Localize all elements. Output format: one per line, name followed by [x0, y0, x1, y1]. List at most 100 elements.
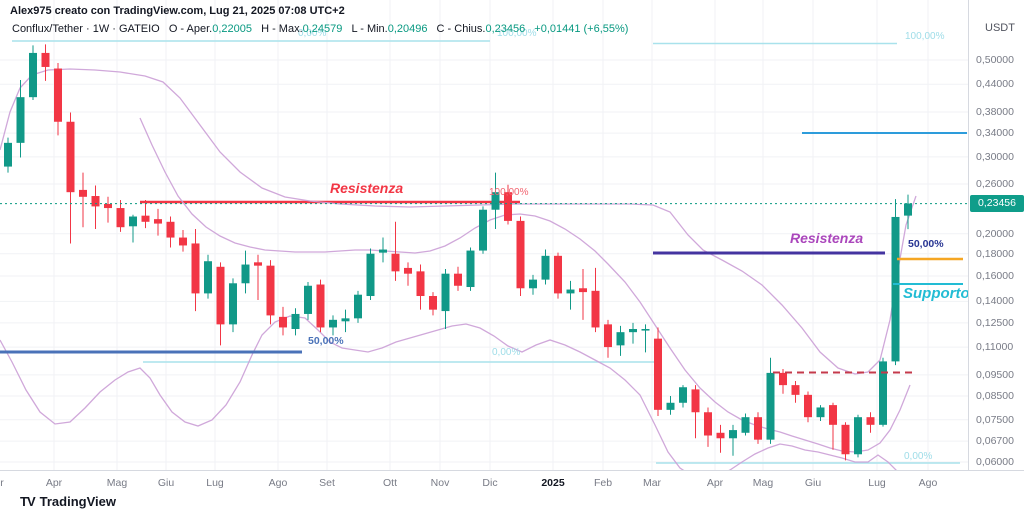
low-value: 0,20496 [387, 23, 428, 35]
candle-body [216, 266, 225, 325]
candle-body [41, 52, 50, 67]
time-tick: r [0, 477, 4, 489]
candle-body [716, 432, 725, 439]
symbol-name: Conflux/Tether [12, 23, 83, 35]
candle-body [866, 417, 875, 425]
open-label: O - Aper. [168, 23, 213, 35]
candle-body [454, 273, 462, 286]
time-tick: Mag [106, 477, 128, 489]
supporto-label: Supporto [903, 285, 970, 302]
time-tick: Ott [382, 477, 398, 489]
candle-body [229, 283, 237, 325]
candle-body [316, 284, 325, 328]
candle-body [666, 402, 675, 410]
candle-body [4, 142, 12, 167]
time-tick: Ago [268, 477, 288, 489]
symbol-meta: · 1W · GATEIO [86, 23, 160, 35]
currency-label: USDT [985, 22, 1015, 34]
candle-body [391, 253, 400, 272]
price-tick: 0,09500 [976, 368, 1014, 381]
price-axis[interactable]: USDT 0,23456 0,50000 0,44000 0,38000 0,3400… [968, 0, 1024, 470]
price-tick: 0,06700 [976, 435, 1014, 448]
candle-body [504, 192, 512, 221]
candle-body [204, 261, 212, 294]
candle-body [179, 237, 187, 246]
candle-body [679, 387, 687, 403]
bollinger-middle-band [139, 117, 911, 453]
candle-body [629, 329, 637, 333]
candle-body [879, 361, 887, 425]
candle-body [791, 385, 800, 395]
fib-label-100-red: 100,00% [489, 187, 529, 198]
fib-label-0-mid: 0,00% [492, 347, 521, 358]
candle-body [416, 271, 425, 297]
candle-body [291, 313, 300, 330]
candle-body [254, 262, 262, 266]
resistenza-purple-label: Resistenza [790, 230, 864, 246]
fib-label-50-navy: 50,00% [908, 238, 944, 250]
fib-label-100-top-right: 100,00% [905, 31, 945, 42]
time-tick: Lug [206, 477, 224, 489]
time-tick: Mag [752, 477, 774, 489]
candle-body [616, 332, 625, 346]
resistenza-red-label: Resistenza [330, 180, 404, 196]
fib-label-0-top: 0,00% [298, 28, 327, 39]
fib-label-100-top-left: 100,00% [497, 28, 537, 39]
candle-body [766, 372, 775, 440]
tradingview-logo[interactable]: TV TradingView [20, 494, 116, 509]
fib-label-50-blue: 50,00% [308, 335, 344, 347]
candle-body [641, 329, 650, 331]
high-value: 0,24579 [302, 23, 343, 35]
tradingview-logo-text: TradingView [39, 494, 116, 509]
candle-body [841, 424, 850, 455]
candle-body [516, 220, 525, 289]
time-tick: Lug [868, 477, 886, 489]
symbol-legend[interactable]: Conflux/Tether · 1W · GATEIO O - Aper. 0,… [12, 23, 628, 35]
candle-body [816, 407, 825, 418]
candle-body [529, 279, 537, 289]
candle-body [566, 289, 575, 294]
candle-body [191, 243, 200, 294]
candle-body [404, 267, 412, 274]
candle-body [304, 285, 312, 314]
candle-body [141, 215, 150, 222]
candle-body [829, 405, 837, 425]
time-tick: Ago [918, 477, 938, 489]
candle-body [591, 290, 600, 328]
candle-body [741, 417, 750, 433]
candle-body [354, 294, 362, 319]
candle-body [341, 318, 350, 322]
chart-plot-area[interactable]: 0,00% 100,00% 100,00% Resistenza 100,00% 50,0… [0, 0, 970, 479]
footer-bar: TV TradingView [0, 492, 1024, 517]
time-tick: Apr [45, 477, 63, 489]
chart-canvas [0, 0, 968, 479]
candle-body [166, 221, 175, 238]
candle-body [654, 338, 662, 410]
tradingview-logo-icon: TV [20, 494, 36, 509]
low-label: L - Min. [351, 23, 388, 35]
time-tick: Feb [593, 477, 613, 489]
price-tick: 0,26000 [976, 177, 1014, 190]
candle-body [804, 394, 812, 418]
price-tick: 0,30000 [976, 150, 1014, 163]
candle-body [366, 253, 375, 297]
high-label: H - Max. [261, 23, 303, 35]
price-tick: 0,34000 [976, 127, 1014, 140]
candle-body [554, 255, 562, 294]
time-axis[interactable]: r Apr Mag Giu Lug Ago Set Ott Nov Dic 2025 Feb Mar Ap… [0, 470, 1024, 493]
candle-body [79, 189, 87, 197]
price-tick: 0,50000 [976, 54, 1014, 66]
attribution-text: Alex975 creato con TradingView.com, Lug … [10, 5, 345, 17]
price-tick: 0,16000 [976, 270, 1014, 283]
fib-label-0-bottom: 0,00% [904, 451, 933, 462]
bollinger-lower-band [0, 315, 909, 479]
close-value: 0,23456 [485, 23, 526, 35]
price-tick: 0,44000 [976, 78, 1014, 91]
candle-body [691, 389, 700, 413]
candle-body [779, 372, 787, 386]
change-value: +0,01441 (+6,55%) [534, 23, 629, 35]
time-tick: Apr [706, 477, 724, 489]
price-tick: 0,06000 [976, 456, 1014, 468]
candle-body [479, 209, 487, 251]
candle-body [116, 208, 125, 228]
